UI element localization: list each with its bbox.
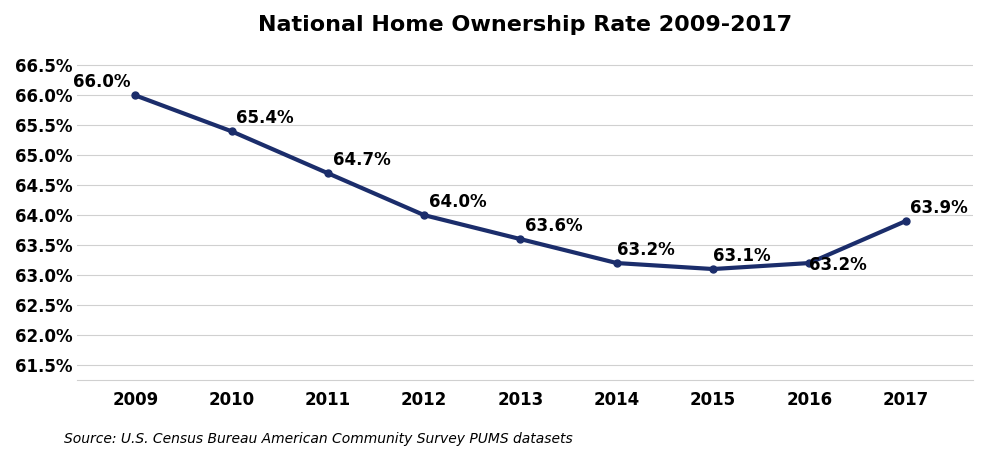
Text: 66.0%: 66.0% xyxy=(73,73,130,91)
Title: National Home Ownership Rate 2009-2017: National Home Ownership Rate 2009-2017 xyxy=(258,15,793,35)
Text: 64.7%: 64.7% xyxy=(332,151,391,169)
Text: 63.1%: 63.1% xyxy=(713,247,771,265)
Text: 65.4%: 65.4% xyxy=(236,109,294,127)
Text: 63.2%: 63.2% xyxy=(809,256,867,274)
Text: 63.2%: 63.2% xyxy=(617,241,675,259)
Text: 63.9%: 63.9% xyxy=(911,199,968,217)
Text: 64.0%: 64.0% xyxy=(429,193,486,211)
Text: Source: U.S. Census Bureau American Community Survey PUMS datasets: Source: U.S. Census Bureau American Comm… xyxy=(64,433,573,446)
Text: 63.6%: 63.6% xyxy=(525,217,583,235)
